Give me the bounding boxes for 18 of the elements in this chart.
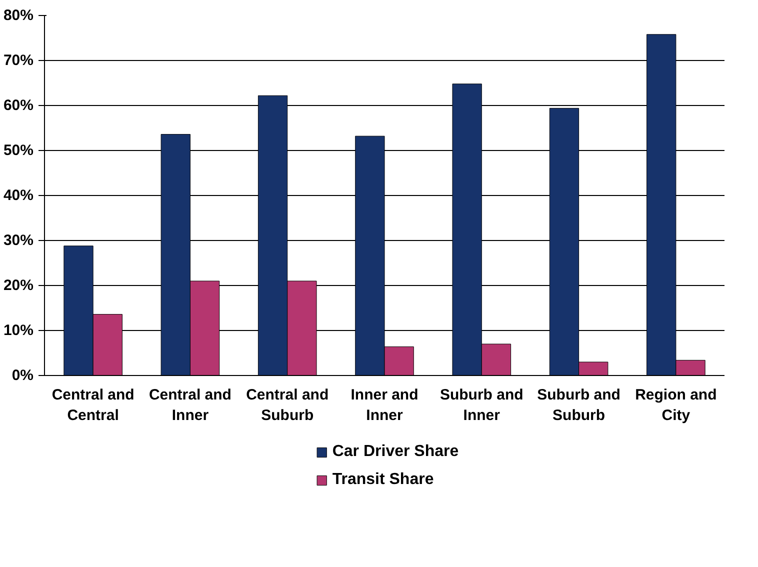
y-tick-label: 70% [3,52,34,69]
x-tick-label: Central and Central [52,386,134,424]
y-tick-label: 50% [3,142,34,159]
x-tick-label: Inner and Inner [350,386,418,424]
y-tick-label: 40% [3,187,34,204]
x-tick-label: Region and City [635,386,717,424]
y-tick-label: 20% [3,277,34,294]
y-tick-label: 0% [12,367,34,384]
x-tick-label: Suburb and Suburb [537,386,620,424]
legend-label: Transit Share [332,471,434,489]
y-tick-label: 30% [3,232,34,249]
y-tick-label: 80% [3,7,34,24]
legend-label: Car Driver Share [332,443,459,461]
x-tick-label: Central and Suburb [246,386,329,424]
x-tick-label: Suburb and Inner [440,386,524,424]
y-tick-label: 60% [3,97,34,114]
y-tick-label: 10% [3,322,34,339]
x-tick-label: Central and Inner [148,386,232,424]
